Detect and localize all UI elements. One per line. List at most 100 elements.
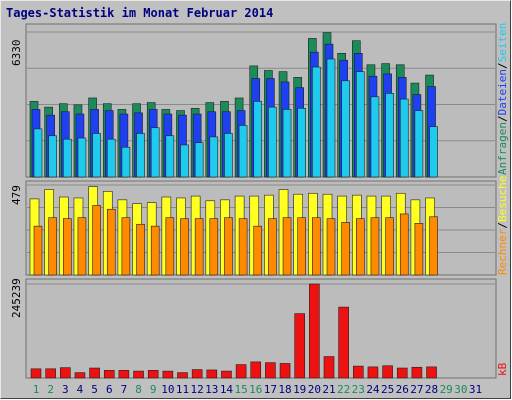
bar-rechner [282,217,292,276]
bar-rechner [77,217,87,276]
day-tick-label: 24 [366,383,380,396]
bar-kb [250,361,262,379]
bar-seiten [326,58,336,178]
bar-rechner [224,217,233,276]
bar-kb [162,370,174,379]
bar-seiten [414,110,424,178]
bar-seiten [33,128,43,178]
day-tick-label: 8 [135,383,142,396]
panel-kb [25,278,497,379]
legend-entry: kB [496,362,509,376]
bar-rechner [48,217,57,276]
bar-kb [30,368,42,379]
bar-seiten [209,136,219,178]
bar-rechner [121,217,131,276]
bar-kb [367,366,379,379]
legend-entry: / [496,222,509,229]
bar-seiten [253,101,263,178]
bar-rechner [165,217,175,276]
day-tick-label: 30 [454,383,467,396]
legend-requests: Anfragen/Dateien/Seiten [496,23,509,175]
bar-kb [338,306,349,379]
legend-entry: Seiten [496,23,509,63]
bar-seiten [62,138,72,178]
bar-rechner [312,217,321,276]
bar-kb [206,369,218,379]
legend-kb: kB [496,362,509,376]
bar-rechner [355,218,365,276]
bar-rechner [297,217,307,276]
day-tick-label: 10 [161,383,174,396]
day-tick-label: 27 [410,383,423,396]
bar-rechner [238,218,248,276]
bar-seiten [48,135,57,178]
day-tick-label: 17 [264,383,277,396]
bar-kb [45,368,56,379]
bar-seiten [150,127,160,178]
day-tick-label: 4 [77,383,84,396]
bar-seiten [106,138,116,178]
bar-seiten [370,96,380,178]
day-tick-label: 31 [469,383,482,396]
bar-kb [411,366,423,379]
day-tick-label: 6 [106,383,113,396]
bar-seiten [282,109,292,178]
day-tick-label: 9 [150,383,157,396]
bar-rechner [92,205,101,276]
bar-rechner [62,218,72,276]
bar-rechner [136,223,145,276]
bar-kb [235,364,247,379]
bar-kb [265,362,276,379]
bar-rechner [253,225,263,276]
ymax-label-requests: 6330 [10,40,23,67]
day-tick-label: 26 [396,383,409,396]
bar-kb [103,370,115,379]
bar-seiten [180,144,189,178]
bar-kb [191,369,203,379]
day-tick-label: 21 [322,383,335,396]
day-tick-label: 22 [337,383,350,396]
bar-seiten [121,146,131,178]
day-tick-label: 12 [191,383,204,396]
legend-entry: Dateien [496,69,509,115]
ymax-label-kb: 245239 [10,278,23,318]
bar-kb [323,356,335,379]
bar-kb [426,366,437,379]
bar-rechner [194,218,204,276]
bar-seiten [268,106,277,178]
day-tick-label: 25 [381,383,394,396]
bar-seiten [77,137,87,178]
bar-seiten [165,135,175,178]
day-tick-label: 23 [352,383,365,396]
day-tick-label: 11 [176,383,189,396]
bar-kb [74,372,86,379]
bar-kb [382,365,393,379]
ymax-label-visits: 479 [10,185,23,205]
bar-seiten [297,107,307,178]
day-tick-label: 29 [440,383,453,396]
legend-entry: Rechner [496,228,509,275]
bar-kb [133,370,144,379]
bar-rechner [106,208,116,276]
day-tick-label: 15 [234,383,247,396]
legend-entry: Anfragen [496,122,509,175]
bar-kb [309,283,320,379]
day-tick-label: 18 [278,383,291,396]
bar-seiten [385,93,394,178]
day-tick-label: 28 [425,383,438,396]
bar-rechner [370,217,380,276]
bar-kb [118,370,130,379]
bar-seiten [429,126,438,178]
day-tick-label: 14 [220,383,234,396]
bar-seiten [341,80,350,178]
day-tick-label: 2 [47,383,54,396]
bar-seiten [136,133,145,178]
legend-entry: / [496,62,509,69]
day-tick-label: 16 [249,383,262,396]
bar-kb [221,370,232,379]
day-tick-label: 3 [62,383,69,396]
bar-kb [352,365,364,379]
day-tick-label: 5 [91,383,98,396]
legend-visits: Rechner/Besuche [496,176,509,275]
